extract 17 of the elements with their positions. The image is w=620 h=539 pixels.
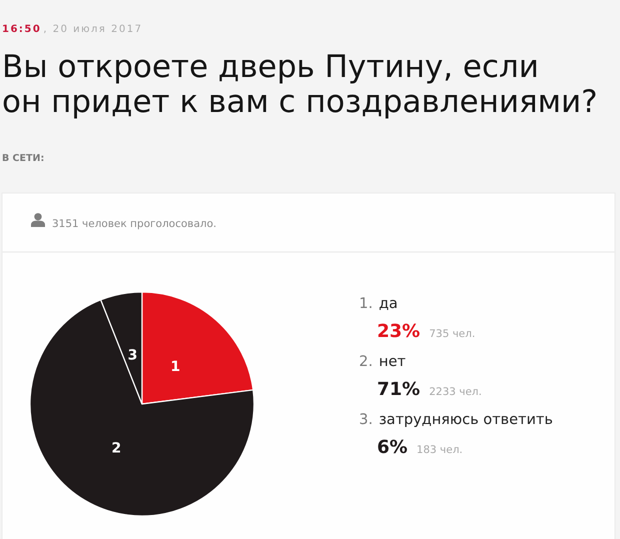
slice-label: 1 xyxy=(170,359,180,376)
text: 71% xyxy=(377,379,420,400)
slice-label: 3 xyxy=(128,347,138,364)
text: 735 чел. xyxy=(429,328,476,340)
text: 23% xyxy=(377,321,420,342)
text: 6% xyxy=(377,437,408,458)
chart-subtitle: В СЕТИ: xyxy=(2,153,44,164)
text: 3151 человек проголосовало. xyxy=(52,218,217,230)
chart-title: Вы откроете дверь Путину, если он придет к вам с поздравлениями? xyxy=(2,49,598,120)
text: 3. затрудняюсь ответить xyxy=(359,412,553,428)
text: , 20 июля 2017 xyxy=(43,24,143,35)
text: 2. нет xyxy=(359,354,406,370)
text: 1. да xyxy=(359,296,398,312)
text: 183 чел. xyxy=(416,444,463,456)
slice-label: 2 xyxy=(111,440,122,456)
text: 16:50 xyxy=(2,24,42,35)
text: 2233 чел. xyxy=(429,386,482,398)
